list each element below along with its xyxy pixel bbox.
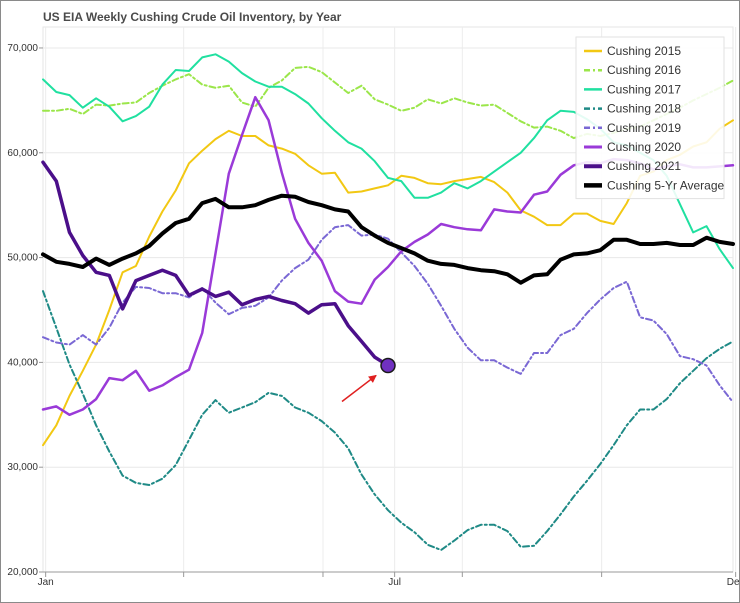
y-tick-label: 30,000 [7, 462, 38, 473]
legend-label-cushing-2016: Cushing 2016 [607, 63, 681, 77]
series-line-cushing-2019 [42, 224, 734, 404]
legend-label-cushing-2019: Cushing 2019 [607, 121, 681, 135]
legend-label-cushing-2018: Cushing 2018 [607, 102, 681, 116]
y-tick-label: 50,000 [7, 253, 38, 264]
red-arrow-icon [341, 374, 377, 403]
legend-label-cushing-2020: Cushing 2020 [607, 140, 681, 154]
annotations [341, 357, 396, 403]
series-line-cushing-2018 [42, 290, 734, 551]
y-tick-label: 60,000 [7, 148, 38, 159]
chart-title: US EIA Weekly Cushing Crude Oil Inventor… [43, 10, 342, 24]
y-axis: 20,000 30,000 40,000 50,000 60,000 70,000 [7, 43, 43, 578]
x-tick-label: Jul [388, 577, 401, 588]
x-tick-label: Dec [727, 577, 739, 588]
legend-label-cushing-2021: Cushing 2021 [607, 159, 681, 173]
latest-value-marker [380, 357, 396, 374]
series-line-cushing-5-yr-average [41, 193, 735, 285]
legend-label-cushing-2015: Cushing 2015 [607, 44, 681, 58]
series-line-cushing-2015 [42, 119, 734, 447]
y-tick-label: 40,000 [7, 357, 38, 368]
legend-label-cushing-2017: Cushing 2017 [607, 82, 681, 96]
legend-label-cushing-5-yr-average: Cushing 5-Yr Average [607, 178, 725, 192]
x-tick-label: Jan [38, 577, 54, 588]
x-axis: Jan Jul Dec [38, 571, 739, 588]
y-tick-label: 20,000 [7, 567, 38, 578]
series-line-cushing-2021 [41, 160, 390, 368]
legend-box [575, 36, 725, 200]
y-tick-label: 70,000 [7, 43, 38, 54]
series-lines [41, 53, 735, 551]
legend: Cushing 2015 Cushing 2016 Cushing 2017 Cush… [575, 36, 725, 200]
